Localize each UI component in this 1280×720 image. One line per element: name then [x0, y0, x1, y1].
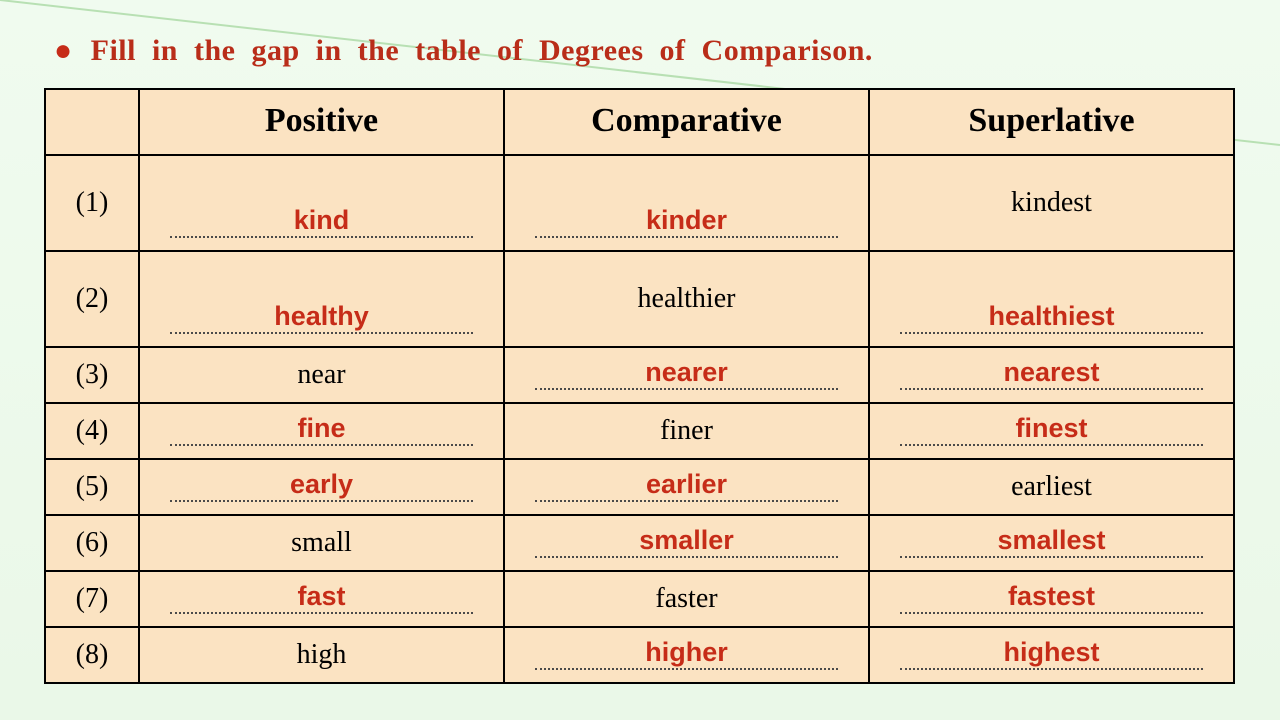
table-row: (1)kindkinder kindest [45, 155, 1234, 251]
answer-text: smallest [870, 525, 1233, 556]
answer-text: fine [140, 413, 503, 444]
table-row: (4)fine finer finest [45, 403, 1234, 459]
cell-comparative: earlier [504, 459, 869, 515]
cell-positive: small [139, 515, 504, 571]
blank-line [900, 444, 1203, 446]
cell-superlative: finest [869, 403, 1234, 459]
table-row: (2)healthy healthier healthiest [45, 251, 1234, 347]
table-header-row: Positive Comparative Superlative [45, 89, 1234, 155]
cell-positive: fast [139, 571, 504, 627]
table-row: (3) near nearernearest [45, 347, 1234, 403]
cell-superlative: kindest [869, 155, 1234, 251]
answer-text: finest [870, 413, 1233, 444]
cell-comparative: faster [504, 571, 869, 627]
cell-positive: near [139, 347, 504, 403]
cell-superlative: smallest [869, 515, 1234, 571]
comparison-table: Positive Comparative Superlative (1)kind… [44, 88, 1235, 684]
blank-line [535, 500, 838, 502]
table-row: (7)fast faster fastest [45, 571, 1234, 627]
blank-line [535, 388, 838, 390]
given-text: faster [655, 583, 717, 614]
blank-line [900, 332, 1203, 334]
cell-superlative: earliest [869, 459, 1234, 515]
blank-line [170, 332, 473, 334]
answer-text: healthy [140, 301, 503, 332]
instruction-label: Fill in the gap in the table of Degrees … [91, 34, 873, 67]
cell-positive: kind [139, 155, 504, 251]
answer-text: earlier [505, 469, 868, 500]
blank-line [535, 236, 838, 238]
given-text: high [297, 639, 347, 670]
answer-text: smaller [505, 525, 868, 556]
blank-line [900, 612, 1203, 614]
header-superlative: Superlative [869, 89, 1234, 155]
worksheet-page: ●Fill in the gap in the table of Degrees… [0, 0, 1280, 684]
answer-text: highest [870, 637, 1233, 668]
given-text: small [291, 527, 352, 558]
blank-line [170, 236, 473, 238]
cell-superlative: healthiest [869, 251, 1234, 347]
answer-text: kinder [505, 205, 868, 236]
row-number: (4) [45, 403, 139, 459]
blank-line [900, 388, 1203, 390]
table-row: (6) small smallersmallest [45, 515, 1234, 571]
row-number: (2) [45, 251, 139, 347]
header-positive: Positive [139, 89, 504, 155]
answer-text: fastest [870, 581, 1233, 612]
answer-text: nearer [505, 357, 868, 388]
blank-line [170, 444, 473, 446]
instruction-text: ●Fill in the gap in the table of Degrees… [54, 34, 1240, 68]
cell-positive: fine [139, 403, 504, 459]
row-number: (3) [45, 347, 139, 403]
blank-line [535, 556, 838, 558]
answer-text: healthiest [870, 301, 1233, 332]
row-number: (8) [45, 627, 139, 683]
given-text: earliest [1011, 471, 1092, 502]
cell-comparative: smaller [504, 515, 869, 571]
cell-superlative: highest [869, 627, 1234, 683]
answer-text: early [140, 469, 503, 500]
answer-text: nearest [870, 357, 1233, 388]
cell-comparative: finer [504, 403, 869, 459]
cell-comparative: healthier [504, 251, 869, 347]
cell-positive: early [139, 459, 504, 515]
cell-comparative: kinder [504, 155, 869, 251]
answer-text: fast [140, 581, 503, 612]
row-number: (1) [45, 155, 139, 251]
cell-positive: high [139, 627, 504, 683]
header-blank [45, 89, 139, 155]
given-text: near [297, 359, 345, 390]
blank-line [900, 668, 1203, 670]
cell-positive: healthy [139, 251, 504, 347]
blank-line [900, 556, 1203, 558]
table-row: (5)earlyearlier earliest [45, 459, 1234, 515]
blank-line [170, 500, 473, 502]
table-row: (8) high higherhighest [45, 627, 1234, 683]
blank-line [535, 668, 838, 670]
row-number: (5) [45, 459, 139, 515]
cell-superlative: nearest [869, 347, 1234, 403]
given-text: healthier [638, 283, 736, 314]
header-comparative: Comparative [504, 89, 869, 155]
cell-superlative: fastest [869, 571, 1234, 627]
answer-text: kind [140, 205, 503, 236]
bullet-icon: ● [54, 34, 91, 67]
answer-text: higher [505, 637, 868, 668]
cell-comparative: higher [504, 627, 869, 683]
row-number: (7) [45, 571, 139, 627]
given-text: finer [660, 415, 713, 446]
cell-comparative: nearer [504, 347, 869, 403]
given-text: kindest [1011, 187, 1092, 218]
row-number: (6) [45, 515, 139, 571]
blank-line [170, 612, 473, 614]
